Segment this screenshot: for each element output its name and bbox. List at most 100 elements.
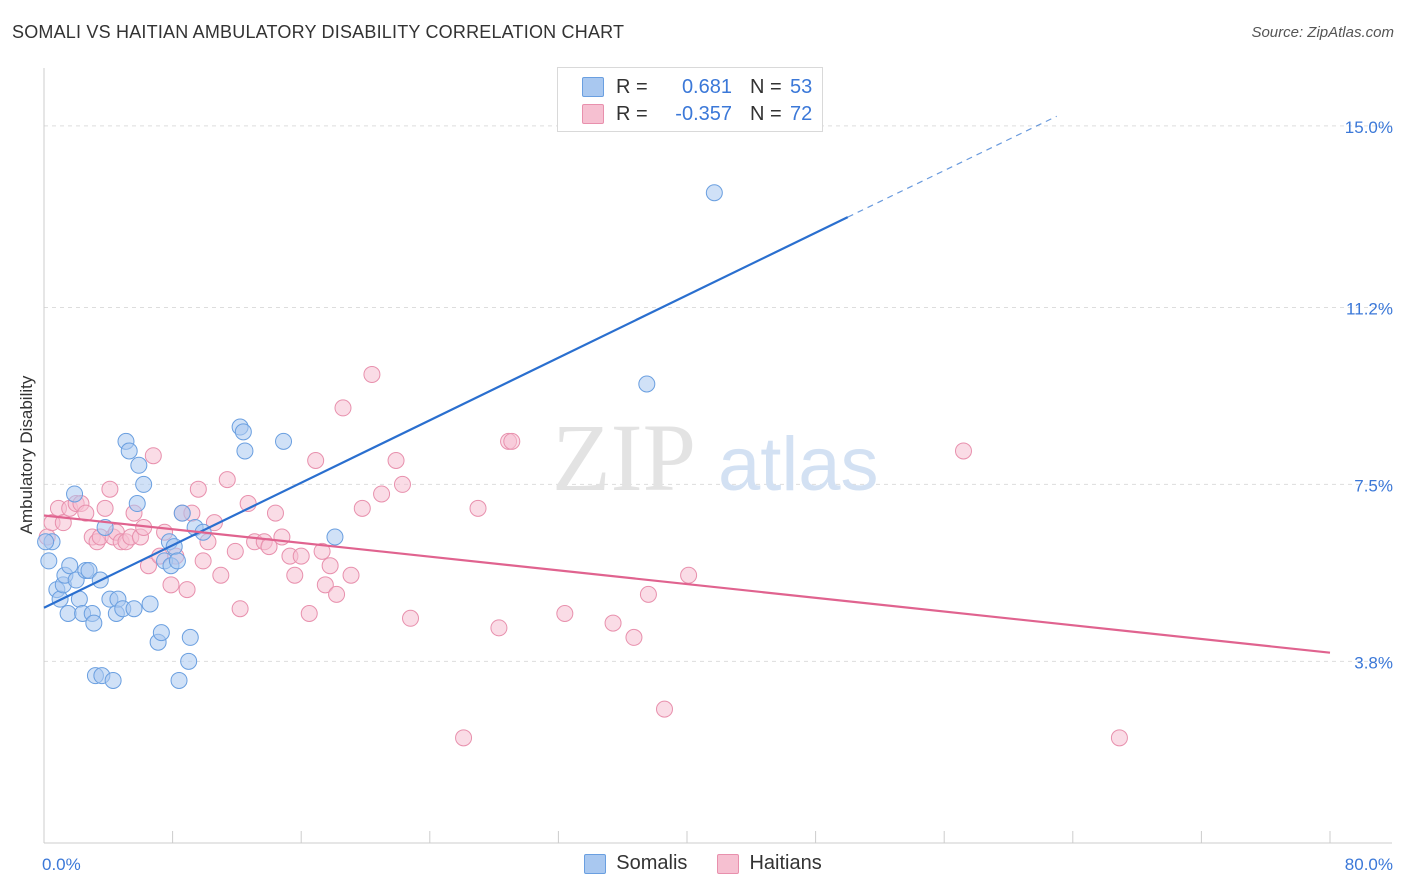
watermark-zip: ZIP: [552, 404, 696, 511]
haitian-point: [321, 557, 339, 575]
haitian-point: [266, 504, 284, 522]
somali-point: [85, 614, 103, 632]
haitian-point: [178, 581, 196, 599]
y-tick-label: 7.5%: [1354, 476, 1393, 495]
legend-label-haitians: Haitians: [749, 852, 822, 874]
haitian-point: [373, 485, 391, 503]
n-value: 72: [790, 102, 813, 125]
r-label: R =: [616, 75, 648, 98]
haitian-point: [353, 499, 371, 517]
somali-point: [705, 184, 723, 202]
axes-layer: [43, 68, 1392, 844]
legend-row-somalis: R = 0.681 N = 53: [582, 74, 812, 100]
haitian-point: [194, 552, 212, 570]
x-tick-label: 0.0%: [42, 855, 81, 874]
haitian-point: [231, 600, 249, 618]
haitian-point: [144, 447, 162, 465]
n-value: 53: [790, 75, 813, 98]
haitian-trend-line: [43, 514, 1331, 654]
somali-point: [236, 442, 254, 460]
r-value: 0.681: [681, 75, 732, 98]
chart-source: Source: ZipAtlas.com: [1251, 24, 1394, 41]
haitian-point: [503, 432, 521, 450]
somali-trend-line: [43, 216, 849, 609]
haitian-swatch: [582, 104, 604, 124]
haitian-point: [218, 471, 236, 489]
haitian-point: [469, 499, 487, 517]
somali-point: [125, 600, 143, 618]
grid-layer: [44, 125, 1392, 662]
somali-point: [275, 432, 293, 450]
haitian-point: [342, 566, 360, 584]
haitian-point: [212, 566, 230, 584]
somali-point: [59, 605, 77, 622]
somali-point: [61, 557, 79, 575]
somali-point: [80, 561, 98, 579]
haitian-point: [273, 528, 291, 546]
haitian-point: [313, 542, 331, 560]
haitian-point: [556, 605, 574, 622]
haitian-point: [954, 442, 972, 460]
somali-point: [180, 652, 198, 670]
somali-point: [128, 495, 146, 513]
chart-title: SOMALI VS HAITIAN AMBULATORY DISABILITY …: [12, 22, 625, 42]
haitian-point: [680, 566, 698, 584]
legend-label-somalis: Somalis: [616, 852, 688, 874]
somali-point: [130, 456, 148, 474]
haitian-point: [334, 399, 352, 417]
correlation-legend: R = 0.681 N = 53 R = -0.357 N = 72: [557, 67, 823, 132]
somali-swatch: [584, 853, 607, 874]
somali-point: [104, 671, 122, 689]
haitian-point: [96, 499, 114, 517]
haitian-point: [625, 628, 643, 646]
haitian-point: [328, 585, 346, 603]
haitian-point: [101, 480, 119, 498]
somali-point: [152, 624, 170, 642]
haitian-point: [490, 619, 508, 637]
y-tick-label: 11.2%: [1346, 300, 1393, 319]
somali-point: [638, 375, 656, 393]
labels-layer: 3.8% 7.5% 11.2% 15.0% 0.0% 80.0%: [42, 118, 1393, 874]
haitian-point: [162, 576, 180, 594]
haitian-point: [226, 542, 244, 560]
haitian-point: [393, 475, 411, 493]
somali-point: [37, 533, 55, 551]
somali-point: [135, 475, 153, 493]
haitian-point: [292, 547, 310, 565]
haitian-point: [307, 452, 325, 469]
somali-point: [173, 504, 191, 522]
somali-point: [181, 628, 199, 646]
somali-point: [326, 528, 344, 546]
haitian-point: [455, 729, 473, 747]
legend-row-haitians: R = -0.357 N = 72: [582, 101, 812, 127]
watermark-atlas: atlas: [718, 422, 879, 507]
somali-point: [66, 485, 84, 503]
somali-point: [141, 595, 159, 613]
somali-trend-extension: [847, 115, 1057, 218]
somali-point: [40, 552, 58, 570]
y-axis-label: Ambulatory Disability: [17, 375, 36, 534]
n-label: N =: [750, 75, 782, 98]
legend-item-haitians: Haitians: [717, 852, 822, 875]
haitian-point: [300, 605, 318, 622]
r-value: -0.357: [675, 102, 732, 125]
y-tick-label: 15.0%: [1345, 118, 1393, 137]
r-label: R =: [616, 102, 648, 125]
haitian-point: [363, 365, 381, 383]
somali-point: [120, 442, 138, 460]
haitian-point: [1110, 729, 1128, 747]
x-tick-label: 80.0%: [1345, 855, 1393, 874]
somali-point: [168, 552, 186, 570]
haitian-point: [316, 576, 334, 594]
somali-swatch: [582, 77, 604, 97]
y-tick-label: 3.8%: [1354, 653, 1393, 672]
somali-point: [170, 671, 188, 689]
trend-layer: [43, 115, 1331, 654]
haitian-point: [286, 566, 304, 584]
n-label: N =: [750, 102, 782, 125]
somali-point: [234, 423, 252, 441]
haitian-point: [189, 480, 207, 498]
haitian-point: [402, 609, 420, 627]
haitian-point: [639, 585, 657, 603]
